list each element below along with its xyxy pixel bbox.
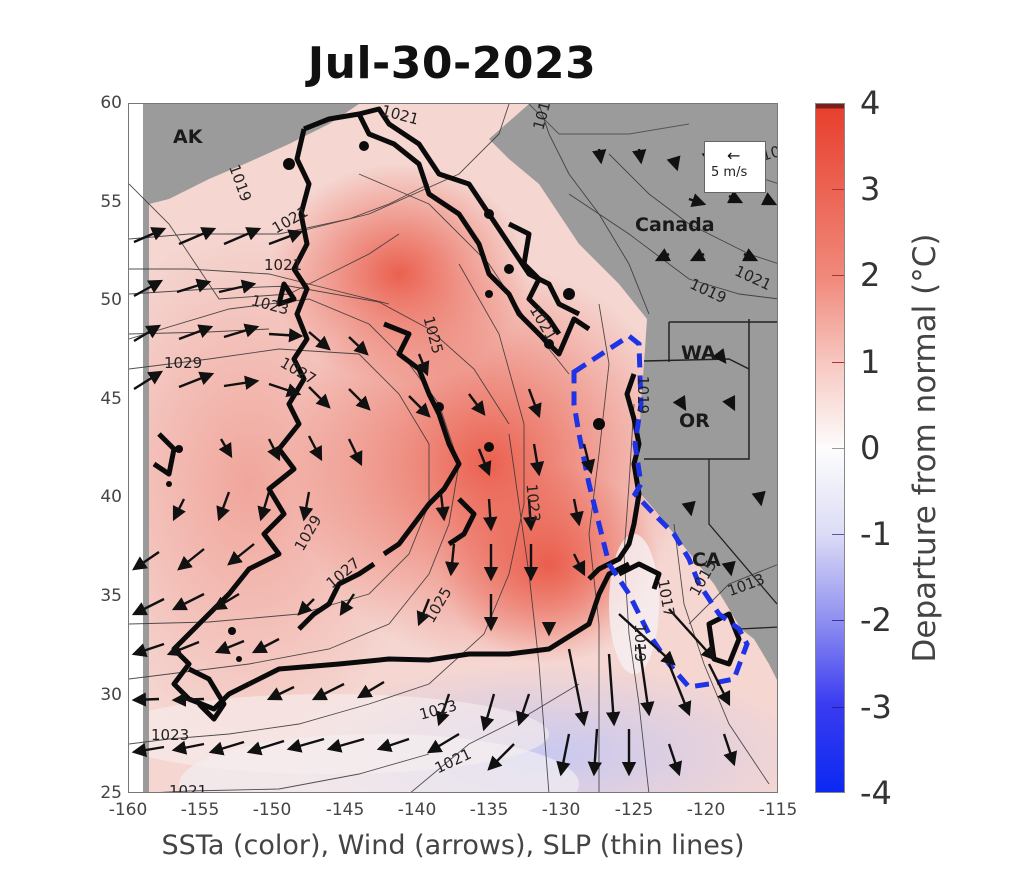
x-tick: -150 — [252, 800, 292, 820]
y-tick: 40 — [100, 487, 122, 507]
y-tick: 35 — [100, 586, 122, 606]
x-axis-label: SSTa (color), Wind (arrows), SLP (thin l… — [161, 830, 745, 861]
slp-label: 1019 — [634, 375, 653, 415]
wind-arrows — [131, 148, 777, 777]
y-tick: 30 — [100, 685, 122, 705]
colorbar-tick: -4 — [860, 774, 892, 812]
label-alaska: AK — [173, 126, 203, 148]
x-tick: -120 — [686, 800, 726, 820]
label-canada: Canada — [635, 214, 715, 236]
y-tick: 50 — [100, 290, 122, 310]
colorbar-tick-mark — [832, 534, 844, 535]
label-oregon: OR — [679, 410, 710, 432]
x-tick: -155 — [180, 800, 220, 820]
x-tick: -145 — [325, 800, 365, 820]
slp-label: 1023 — [151, 726, 190, 744]
map-plot-area: AK Canada WA OR CA 1021 1019 1019 1021 1… — [128, 103, 778, 793]
slp-label: 1029 — [164, 354, 203, 372]
colorbar-tick: 4 — [860, 84, 881, 122]
slp-label: 1021 — [264, 256, 303, 274]
x-tick: -140 — [397, 800, 437, 820]
y-tick: 25 — [100, 783, 122, 803]
colorbar-tick: -1 — [860, 515, 892, 553]
land-us-west — [635, 319, 777, 680]
label-washington: WA — [681, 342, 716, 364]
slp-label: 1023 — [522, 483, 544, 523]
colorbar-tick-mark — [832, 620, 844, 621]
y-tick: 60 — [100, 93, 122, 113]
heatwave-dots — [166, 141, 605, 662]
colorbar-tick-mark — [832, 189, 844, 190]
colorbar-tick: 3 — [860, 170, 881, 208]
x-tick: -160 — [108, 800, 148, 820]
wind-scale-legend: ← 5 m/s — [704, 141, 766, 193]
colorbar-tick: -2 — [860, 601, 892, 639]
map-svg — [129, 104, 777, 792]
colorbar-tick-mark — [832, 707, 844, 708]
colorbar-tick: 2 — [860, 256, 881, 294]
colorbar-tick-mark — [832, 275, 844, 276]
colorbar-tick-mark — [832, 362, 844, 363]
coastal-region-outline — [571, 332, 750, 690]
chart-title: Jul-30-2023 — [307, 38, 597, 89]
x-tick: -115 — [758, 800, 798, 820]
x-tick: -125 — [614, 800, 654, 820]
colorbar-tick: 0 — [860, 429, 881, 467]
x-tick: -130 — [541, 800, 581, 820]
colorbar-tick: -3 — [860, 688, 892, 726]
label-california: CA — [692, 549, 721, 571]
colorbar-tick-mark — [832, 448, 844, 449]
x-tick: -135 — [469, 800, 509, 820]
slp-label: 1021 — [169, 782, 208, 793]
colorbar-tick: 1 — [860, 343, 881, 381]
slp-label: 1019 — [631, 623, 650, 663]
wind-arrow-icon: ← — [727, 146, 741, 165]
y-tick: 55 — [100, 192, 122, 212]
y-tick: 45 — [100, 389, 122, 409]
wind-scale-text: 5 m/s — [711, 165, 748, 180]
colorbar-label: Departure from normal (°C) — [907, 233, 943, 663]
